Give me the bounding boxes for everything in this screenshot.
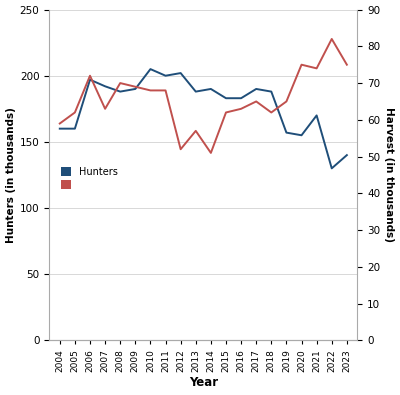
X-axis label: Year: Year [189,376,218,389]
Y-axis label: Hunters (in thousands): Hunters (in thousands) [6,107,16,243]
Legend: Hunters, : Hunters, [57,163,121,194]
Y-axis label: Harvest (in thousands): Harvest (in thousands) [384,107,394,243]
